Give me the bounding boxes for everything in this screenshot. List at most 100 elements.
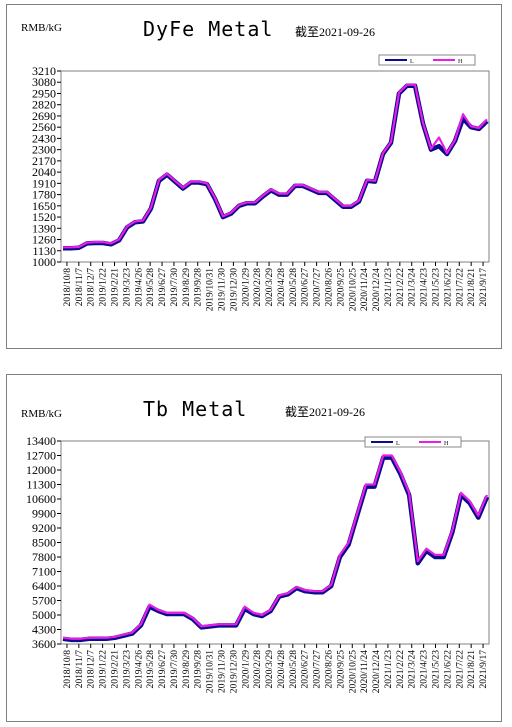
chart1-xtick-label: 2020/4/28	[277, 268, 287, 307]
chart1-xtick-label: 2018/11/7	[75, 268, 85, 306]
chart1-xtick-label: 2018/12/7	[87, 268, 97, 307]
chart2-xtick-label: 2019/1/22	[99, 650, 109, 689]
chart2-legend-label-L: L	[396, 441, 400, 447]
chart1-ytick-label: 1910	[32, 176, 56, 190]
chart1-ytick-label: 2820	[32, 98, 56, 112]
chart1-xtick-label: 2019/8/29	[182, 268, 192, 307]
chart2-ytick-label: 13400	[26, 434, 56, 448]
chart2-ytick-label: 5000	[32, 608, 56, 622]
chart2-ytick-label: 3600	[32, 637, 56, 651]
chart1-ytick-label: 1000	[32, 255, 56, 269]
chart2-plot-frame	[60, 440, 490, 645]
chart2-series-H	[62, 454, 489, 640]
chart2-ytick-label: 5700	[32, 594, 56, 608]
chart2-xtick-label: 2020/7/27	[313, 650, 323, 689]
chart2-xtick-label: 2018/10/8	[63, 650, 73, 689]
chart2-unit-label: RMB/kG	[21, 408, 62, 420]
chart2-xtick-label: 2020/5/28	[289, 650, 299, 689]
chart2-title: Tb Metal	[143, 397, 248, 421]
chart1-xtick-label: 2019/9/28	[194, 268, 204, 307]
chart2-ytick-label: 7800	[32, 550, 56, 564]
chart1-ytick-label: 1130	[32, 244, 56, 258]
chart2-xtick-label: 2021/9/17	[479, 650, 489, 689]
chart1-subtitle: 截至2021-09-26	[295, 25, 375, 39]
chart1-xtick-label: 2019/3/23	[122, 268, 132, 307]
chart2-xtick-label: 2019/11/30	[218, 650, 228, 693]
chart1-ytick-label: 2560	[32, 120, 56, 134]
chart1-xtick-label: 2021/9/17	[479, 268, 489, 307]
chart1-ytick-label: 1260	[32, 233, 56, 247]
chart1-xtick-label: 2021/8/21	[467, 268, 477, 307]
chart1-xtick-label: 2020/11/24	[360, 268, 370, 311]
chart2-xtick-label: 2018/11/7	[75, 650, 85, 688]
chart2-xtick-label: 2019/5/28	[146, 650, 156, 689]
chart1-xtick-label: 2021/4/23	[420, 268, 430, 307]
chart2-xtick-label: 2019/6/27	[158, 650, 168, 689]
chart1-xtick-label: 2021/7/22	[455, 268, 465, 307]
chart2-xtick-label: 2021/6/22	[443, 650, 453, 689]
chart1-xtick-label: 2021/5/23	[432, 268, 442, 307]
chart1-ytick-label: 3080	[32, 75, 56, 89]
tb-chart-panel: RMB/kG Tb Metal 截至2021-09-26 13400 12700 1…	[6, 374, 502, 722]
chart1-xtick-label: 2019/2/21	[111, 268, 121, 307]
chart2-xtick-label: 2019/7/30	[170, 650, 180, 689]
chart1-xtick-label: 2019/5/28	[146, 268, 156, 307]
chart2-ytick-label: 9200	[32, 521, 56, 535]
chart2-ytick-label: 7100	[32, 565, 56, 579]
chart1-ytick-label: 2950	[32, 86, 56, 100]
chart1-ytick-label: 2430	[32, 131, 56, 145]
chart2-ytick-label: 4300	[32, 623, 56, 637]
chart1-ytick-label: 2170	[32, 154, 56, 168]
chart1-legend-box	[378, 54, 476, 66]
chart1-plot: 3210308029502820269025602430230021702040…	[32, 54, 490, 312]
chart2-xtick-label: 2021/2/22	[396, 650, 406, 689]
chart1-title: DyFe Metal	[143, 17, 274, 41]
chart1-xtick-label: 2019/4/26	[134, 268, 144, 307]
chart1-xtick-label: 2019/12/30	[229, 268, 239, 312]
chart2-xtick-label: 2019/4/26	[134, 650, 144, 689]
chart2-xtick-label: 2020/9/25	[336, 650, 346, 689]
chart1-legend-label-L: L	[410, 59, 414, 65]
chart2-xtick-label: 2020/1/29	[241, 650, 251, 689]
chart2-ytick-label: 6400	[32, 579, 56, 593]
chart2-xtick-label: 2021/5/23	[432, 650, 442, 689]
chart2-xtick-label: 2021/7/22	[455, 650, 465, 689]
chart1-xtick-label: 2021/6/22	[443, 268, 453, 307]
chart1-xtick-label: 2020/9/25	[336, 268, 346, 307]
chart1-xtick-label: 2019/10/31	[206, 268, 216, 312]
chart2-xtick-label: 2020/2/28	[253, 650, 263, 689]
chart1-xtick-label: 2020/5/28	[289, 268, 299, 307]
chart1-xtick-label: 2019/11/30	[218, 268, 228, 311]
chart2-legend-label-H: H	[444, 441, 449, 447]
chart2-xtick-label: 2020/12/24	[372, 650, 382, 694]
chart1-xtick-label: 2020/7/27	[313, 268, 323, 307]
chart2-xtick-label: 2020/6/27	[301, 650, 311, 689]
chart2-xtick-label: 2021/8/21	[467, 650, 477, 689]
chart1-ytick-label: 1520	[32, 210, 56, 224]
chart1-xtick-label: 2020/1/29	[241, 268, 251, 307]
chart1-xtick-label: 2021/2/22	[396, 268, 406, 307]
chart1-xtick-label: 2021/1/23	[384, 268, 394, 307]
chart2-ytick-label: 12700	[26, 449, 56, 463]
chart2-plot: 1340012700120001130010600990092008500780…	[26, 434, 490, 694]
chart1-xtick-label: 2020/3/29	[265, 268, 275, 307]
chart1-xtick-label: 2020/2/28	[253, 268, 263, 307]
chart1-xtick-label: 2020/6/27	[301, 268, 311, 307]
chart1-ytick-label: 3210	[32, 64, 56, 78]
chart2-xtick-label: 2020/4/28	[277, 650, 287, 689]
chart2-xtick-label: 2018/12/7	[87, 650, 97, 689]
chart2-xtick-label: 2019/8/29	[182, 650, 192, 689]
chart1-xtick-label: 2019/6/27	[158, 268, 168, 307]
chart2-xtick-label: 2020/10/25	[348, 650, 358, 694]
chart1-ytick-label: 2300	[32, 143, 56, 157]
chart2-xtick-label: 2019/10/31	[206, 650, 216, 694]
chart1-ytick-label: 2040	[32, 165, 56, 179]
chart1-xtick-label: 2018/10/8	[63, 268, 73, 307]
chart1-xtick-label: 2019/7/30	[170, 268, 180, 307]
chart2-xtick-label: 2020/8/26	[325, 650, 335, 689]
chart1-legend-label-H: H	[458, 59, 463, 65]
chart1-series-H	[63, 83, 488, 249]
dyfe-chart-panel: RMB/kG DyFe Metal 截至2021-09-26 3210 3080 2…	[6, 4, 502, 349]
